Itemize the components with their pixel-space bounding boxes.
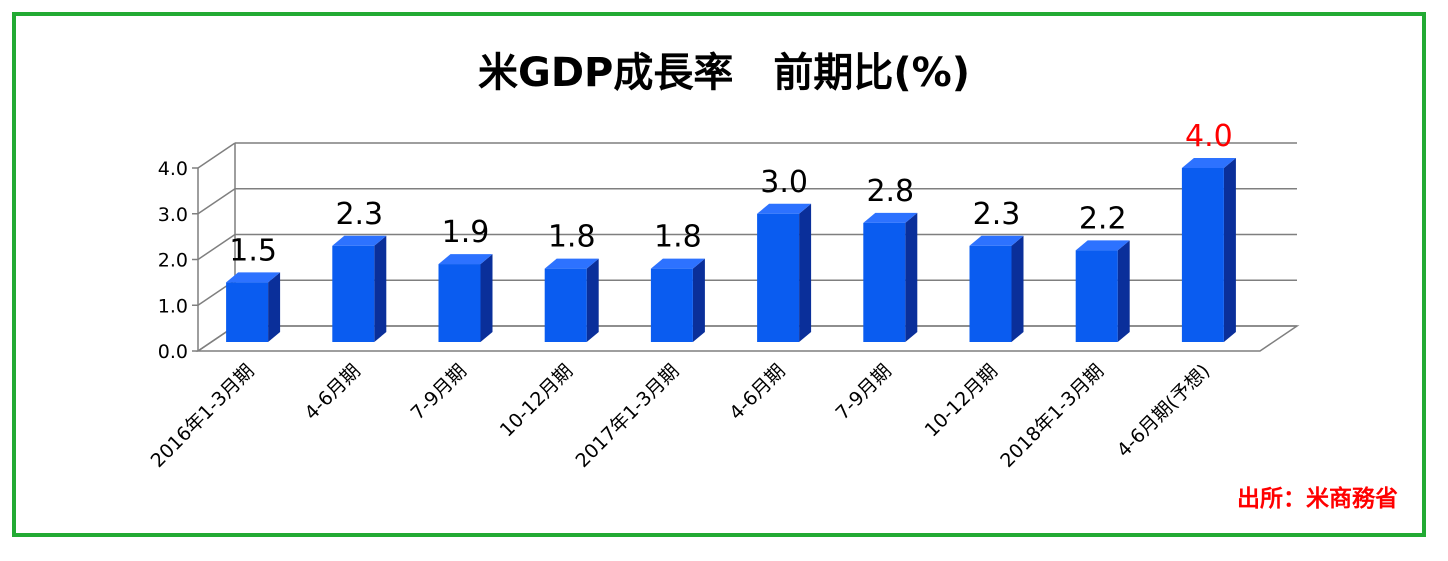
bar bbox=[438, 254, 493, 342]
bar bbox=[757, 203, 812, 342]
chart-title: 米GDP成長率 前期比(%) bbox=[478, 50, 970, 96]
data-label: 1.8 bbox=[548, 220, 596, 255]
bar-side bbox=[1011, 235, 1024, 342]
bar-front bbox=[544, 268, 587, 342]
bar-side bbox=[905, 212, 918, 342]
bar-side bbox=[1223, 158, 1236, 342]
bar bbox=[544, 258, 599, 342]
y-axis: 0.0 1.0 2.0 3.0 4.0 bbox=[158, 158, 188, 363]
data-label: 2.3 bbox=[335, 197, 383, 232]
source-note: 出所：米商務省 bbox=[1237, 485, 1398, 512]
y-tick-label: 0.0 bbox=[158, 341, 188, 363]
x-tick-label: 4-6月期(予想) bbox=[1113, 360, 1215, 462]
data-labels: 1.5 2.3 1.9 1.8 1.8 3.0 2.8 2.3 2.2 4.0 bbox=[229, 119, 1233, 268]
bar-top bbox=[332, 235, 387, 246]
data-label: 2.2 bbox=[1079, 201, 1127, 236]
gridline-depth bbox=[197, 233, 236, 261]
bar-side bbox=[1117, 240, 1130, 342]
data-label: 1.8 bbox=[654, 220, 702, 255]
x-tick-label: 2018年1-3月期 bbox=[996, 360, 1108, 472]
bar-side bbox=[586, 258, 599, 342]
data-label: 2.3 bbox=[973, 197, 1021, 232]
bar bbox=[332, 235, 387, 342]
bar-top bbox=[226, 272, 281, 283]
bar-side bbox=[480, 254, 493, 342]
bar-top bbox=[863, 212, 918, 223]
x-tick-label: 7-9月期 bbox=[407, 360, 471, 424]
bar-side bbox=[799, 203, 812, 342]
y-tick-label: 2.0 bbox=[158, 250, 188, 272]
bar-front bbox=[650, 268, 693, 342]
bar-top bbox=[650, 258, 705, 269]
bar-top bbox=[1181, 158, 1236, 168]
bar-top bbox=[1075, 240, 1130, 251]
bar bbox=[863, 212, 918, 342]
data-label: 3.0 bbox=[760, 165, 808, 200]
bar-top bbox=[969, 235, 1024, 246]
gridline-depth bbox=[197, 142, 236, 169]
bar-front bbox=[332, 245, 375, 342]
bar bbox=[226, 272, 281, 342]
bar bbox=[1075, 240, 1130, 342]
x-tick-label: 4-6月期 bbox=[725, 360, 789, 424]
data-label: 2.8 bbox=[866, 174, 914, 209]
data-label: 4.0 bbox=[1185, 119, 1233, 154]
data-label: 1.9 bbox=[442, 215, 490, 250]
bar bbox=[969, 235, 1024, 342]
y-tick-label: 4.0 bbox=[158, 158, 188, 180]
bar bbox=[650, 258, 705, 342]
bar-front bbox=[863, 222, 906, 342]
bar-side bbox=[268, 272, 281, 342]
bar-top bbox=[757, 203, 812, 214]
bar-top bbox=[438, 254, 493, 265]
bar-side bbox=[374, 235, 387, 342]
bars bbox=[226, 158, 1236, 342]
bar-front bbox=[438, 264, 481, 342]
bar-top bbox=[544, 258, 599, 269]
bar-front bbox=[757, 213, 800, 342]
y-tick-label: 3.0 bbox=[158, 204, 188, 226]
x-tick-label: 7-9月期 bbox=[831, 360, 895, 424]
gridline-depth bbox=[197, 188, 236, 215]
bar bbox=[1181, 158, 1236, 342]
x-tick-label: 2017年1-3月期 bbox=[571, 360, 683, 472]
bar-front bbox=[1075, 250, 1118, 342]
bar-front bbox=[969, 245, 1012, 342]
data-label: 1.5 bbox=[229, 233, 277, 268]
x-tick-label: 2016年1-3月期 bbox=[147, 360, 259, 472]
x-tick-label: 4-6月期 bbox=[300, 360, 364, 424]
y-tick-label: 1.0 bbox=[158, 295, 188, 317]
bar-front bbox=[1181, 168, 1224, 342]
x-tick-label: 10-12月期 bbox=[496, 360, 577, 441]
bar-front bbox=[226, 282, 269, 342]
bar-side bbox=[692, 258, 705, 342]
x-tick-label: 10-12月期 bbox=[921, 360, 1002, 441]
